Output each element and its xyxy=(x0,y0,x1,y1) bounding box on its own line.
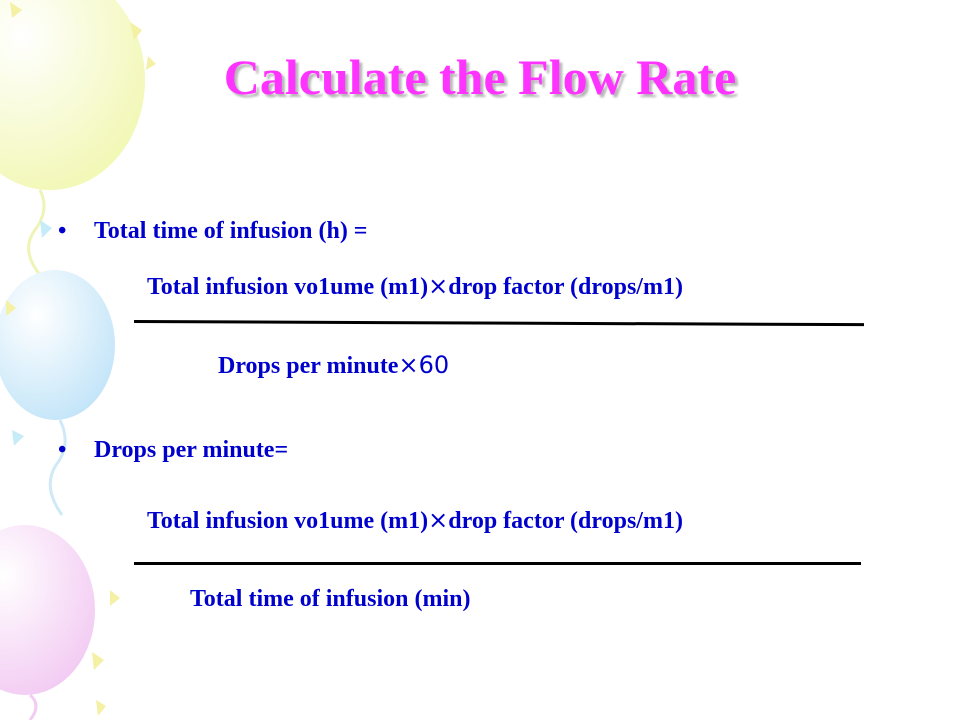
formula1-fraction-bar xyxy=(133,320,864,327)
numerator-volume: Total infusion vo1ume (m1) xyxy=(147,274,429,300)
numerator-drop-factor: drop factor (drops/m1) xyxy=(448,274,683,300)
numerator-volume: Total infusion vo1ume (m1) xyxy=(147,508,429,534)
numerator-drop-factor: drop factor (drops/m1) xyxy=(448,508,683,534)
times-symbol: × xyxy=(398,351,419,379)
formula2-fraction-bar xyxy=(134,562,861,565)
slide-title: Calculate the Flow Rate xyxy=(223,49,737,105)
bullet-icon: • xyxy=(58,218,67,244)
formula2-label: Drops per minute= xyxy=(94,437,289,463)
formula2-numerator: Total infusion vo1ume (m1)×drop factor (… xyxy=(147,506,683,535)
bullet-icon: • xyxy=(58,437,67,463)
denominator-drops-per-minute: Drops per minute xyxy=(218,353,399,379)
times-symbol: × xyxy=(428,506,449,534)
times-symbol: × xyxy=(428,272,449,300)
formula2-heading: • Drops per minute= xyxy=(58,437,288,464)
formula2-denominator: Total time of infusion (min) xyxy=(190,586,471,612)
formula1-label: Total time of infusion (h) = xyxy=(94,218,368,244)
formula1-heading: • Total time of infusion (h) = xyxy=(58,218,367,245)
formula1-denominator: Drops per minute×60 xyxy=(218,351,449,380)
formula1-numerator: Total infusion vo1ume (m1)×drop factor (… xyxy=(147,272,683,301)
denominator-sixty: 60 xyxy=(418,351,450,379)
balloon-decoration-icon xyxy=(0,0,156,720)
